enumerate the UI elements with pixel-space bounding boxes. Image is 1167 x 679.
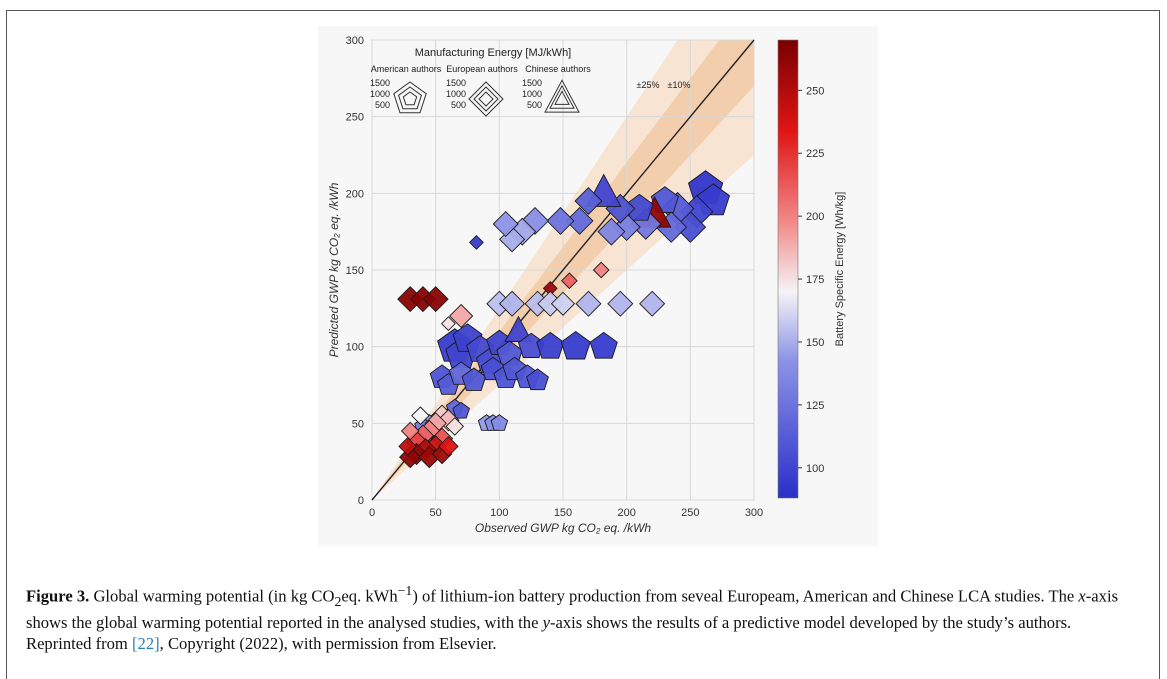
colorbar-tick-label: 100 <box>806 463 824 475</box>
data-point-diamond <box>411 406 430 425</box>
data-point-diamond <box>612 213 641 242</box>
caption-superscript: −1 <box>397 583 413 598</box>
legend-group-label: American authors <box>371 64 442 74</box>
data-point-pentagon <box>490 414 509 431</box>
x-tick-label: 250 <box>681 507 699 519</box>
x-tick-label: 300 <box>745 507 763 519</box>
data-point-pentagon <box>452 401 470 419</box>
legend-shape-diamond <box>468 81 504 117</box>
caption-text: ) of lithium-ion battery production from… <box>412 586 1079 606</box>
scatter-chart: 0 50 100 150 200 250 300 0 50 100 150 200 250 300 Obse… <box>318 26 878 546</box>
legend-level-label: 1000 <box>370 89 390 99</box>
legend-level-label: 1000 <box>522 89 542 99</box>
x-tick-label: 0 <box>369 507 375 519</box>
y-tick-label: 100 <box>346 342 364 354</box>
caption-subscript: 2 <box>334 593 342 609</box>
data-point-diamond <box>565 206 594 235</box>
x-tick-label: 200 <box>617 507 635 519</box>
legend-level-label: 1500 <box>522 78 542 88</box>
x-tick-label: 150 <box>554 507 572 519</box>
legend-shape-triangle <box>554 90 570 105</box>
data-point-diamond <box>521 206 549 235</box>
colorbar: 100 125 150 175 200 225 250 Battery Specific En… <box>777 39 846 499</box>
y-tick-label: 50 <box>352 418 364 430</box>
data-point-diamond <box>440 316 456 332</box>
data-point-diamond <box>398 437 417 456</box>
legend-level-label: 500 <box>527 100 542 110</box>
y-tick-label: 0 <box>358 495 364 507</box>
y-axis-label: Predicted GWP kg CO₂ eq. /kWh <box>327 182 341 357</box>
caption-text: -axis shows the global warming potential… <box>26 586 1119 632</box>
y-tick-label: 150 <box>346 265 364 277</box>
band-10-label: ±10% <box>668 80 691 90</box>
y-tick-label: 250 <box>346 112 364 124</box>
colorbar-tick-label: 150 <box>806 337 824 349</box>
caption-text: -axis shows the results of a predictive … <box>26 612 1072 653</box>
data-point-pentagon <box>526 368 549 391</box>
data-point-diamond <box>574 187 603 215</box>
data-point-diamond <box>597 217 626 246</box>
legend-shape-pentagon <box>402 91 418 106</box>
colorbar-label: Battery Specific Energy [Wh/kg] <box>834 192 846 347</box>
figure-label: Figure 3. <box>26 586 90 606</box>
colorbar-tick-label: 200 <box>806 211 824 223</box>
data-point-diamond <box>449 303 474 329</box>
data-point-pentagon <box>536 331 565 359</box>
data-point-diamond <box>492 210 519 238</box>
reference-link[interactable]: [22] <box>132 633 160 653</box>
data-point-pentagon <box>589 331 618 359</box>
colorbar-tick-label: 175 <box>806 274 824 286</box>
caption-x: x <box>1078 586 1086 606</box>
figure-frame <box>6 10 1160 679</box>
colorbar-tick-label: 225 <box>806 148 824 160</box>
data-point-diamond <box>607 290 634 317</box>
colorbar-tick-label: 250 <box>806 85 824 97</box>
legend-shape-diamond <box>473 86 499 112</box>
legend-shape-triangle <box>549 84 575 109</box>
legend-shape-diamond <box>478 91 494 107</box>
legend-level-label: 1000 <box>446 89 466 99</box>
legend-shape-pentagon <box>393 81 427 114</box>
data-point-triangle <box>504 315 533 343</box>
data-point-pentagon <box>560 330 591 360</box>
data-point-diamond <box>560 272 578 290</box>
legend-shape-pentagon <box>398 86 422 110</box>
data-point-diamond <box>399 445 422 469</box>
y-tick-label: 300 <box>346 35 364 47</box>
figure-caption: Figure 3. Global warming potential (in k… <box>26 580 1136 654</box>
legend-group-label: European authors <box>446 64 518 74</box>
colorbar-tick-label: 125 <box>806 400 824 412</box>
x-tick-label: 100 <box>490 507 508 519</box>
legend-level-label: 1500 <box>446 78 466 88</box>
data-point-diamond <box>546 206 575 235</box>
caption-text: eq. kWh <box>341 586 398 606</box>
caption-text: Global warming potential (in kg CO <box>93 586 335 606</box>
data-point-diamond <box>575 290 602 317</box>
y-tick-label: 200 <box>346 188 364 200</box>
legend-title: Manufacturing Energy [MJ/kWh] <box>415 47 572 59</box>
data-point-diamond <box>550 291 576 316</box>
caption-y: y <box>542 612 550 632</box>
data-point-diamond <box>468 234 484 250</box>
legend-group-label: Chinese authors <box>525 64 591 74</box>
data-point-pentagon <box>461 367 487 391</box>
x-axis-label: Observed GWP kg CO₂ eq. /kWh <box>475 521 652 535</box>
caption-text: , Copyright (2022), with permission from… <box>159 633 497 653</box>
band-25-label: ±25% <box>637 80 660 90</box>
legend-level-label: 500 <box>375 100 390 110</box>
colorbar-gradient <box>777 39 799 499</box>
data-point-diamond <box>445 417 465 436</box>
legend: Manufacturing Energy [MJ/kWh] American au… <box>370 47 691 117</box>
legend-level-label: 500 <box>451 100 466 110</box>
legend-level-label: 1500 <box>370 78 390 88</box>
legend-shape-triangle <box>544 79 580 113</box>
data-point-diamond <box>438 436 459 457</box>
data-point-diamond <box>499 290 526 317</box>
data-point-diamond <box>592 261 610 279</box>
data-point-diamond <box>422 286 449 313</box>
data-point-diamond <box>639 290 666 317</box>
x-tick-label: 50 <box>430 507 442 519</box>
